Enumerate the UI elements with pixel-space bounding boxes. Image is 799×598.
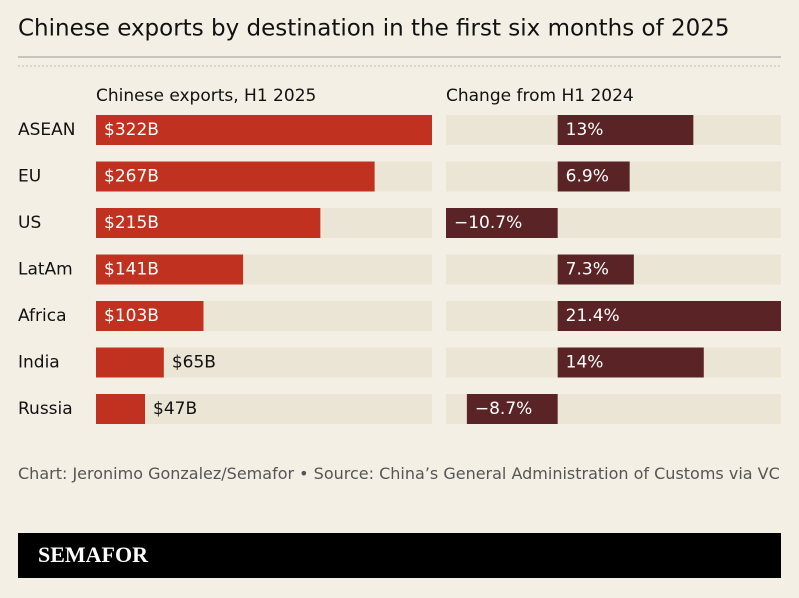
source-box: Chart: Jeronimo Gonzalez/Semafor • Sourc…	[18, 464, 780, 483]
value-label: $65B	[172, 353, 216, 373]
bar-track	[96, 394, 432, 424]
bar	[557, 161, 630, 192]
value-label: $47B	[153, 399, 197, 419]
value-label: 6.9%	[566, 167, 609, 187]
bar	[557, 301, 781, 331]
category-label: India	[18, 353, 60, 373]
category-label: Africa	[18, 306, 67, 326]
brand-logo: SEMAFOR	[38, 542, 149, 567]
category-label: LatAm	[18, 260, 73, 280]
bar	[557, 347, 704, 378]
value-label: $141B	[104, 260, 159, 280]
bar	[96, 394, 146, 424]
value-label: −8.7%	[475, 399, 532, 419]
panel-header: Chinese exports, H1 2025	[96, 86, 316, 106]
value-label: −10.7%	[454, 213, 522, 233]
category-label: US	[18, 213, 41, 233]
value-label: 13%	[566, 120, 604, 140]
value-label: $322B	[104, 120, 159, 140]
bar	[466, 394, 558, 424]
category-label: EU	[18, 167, 41, 187]
category-label: ASEAN	[18, 120, 76, 140]
bar	[557, 254, 634, 285]
bar	[446, 208, 558, 238]
bar	[96, 161, 375, 192]
bar	[96, 115, 432, 145]
value-label: $215B	[104, 213, 159, 233]
brand-band	[18, 533, 781, 578]
value-label: $267B	[104, 167, 159, 187]
category-label: Russia	[18, 399, 73, 419]
bar	[96, 208, 321, 238]
panel-header: Change from H1 2024	[446, 86, 634, 106]
value-label: 14%	[566, 353, 604, 373]
value-label: 21.4%	[566, 306, 620, 326]
bar	[96, 347, 164, 378]
bar	[96, 254, 244, 285]
bar	[557, 115, 694, 145]
bar	[96, 301, 204, 331]
source: Chart: Jeronimo Gonzalez/Semafor • Sourc…	[18, 464, 780, 483]
value-label: $103B	[104, 306, 159, 326]
value-label: 7.3%	[566, 260, 609, 280]
chart-title: Chinese exports by destination in the fi…	[18, 16, 730, 42]
